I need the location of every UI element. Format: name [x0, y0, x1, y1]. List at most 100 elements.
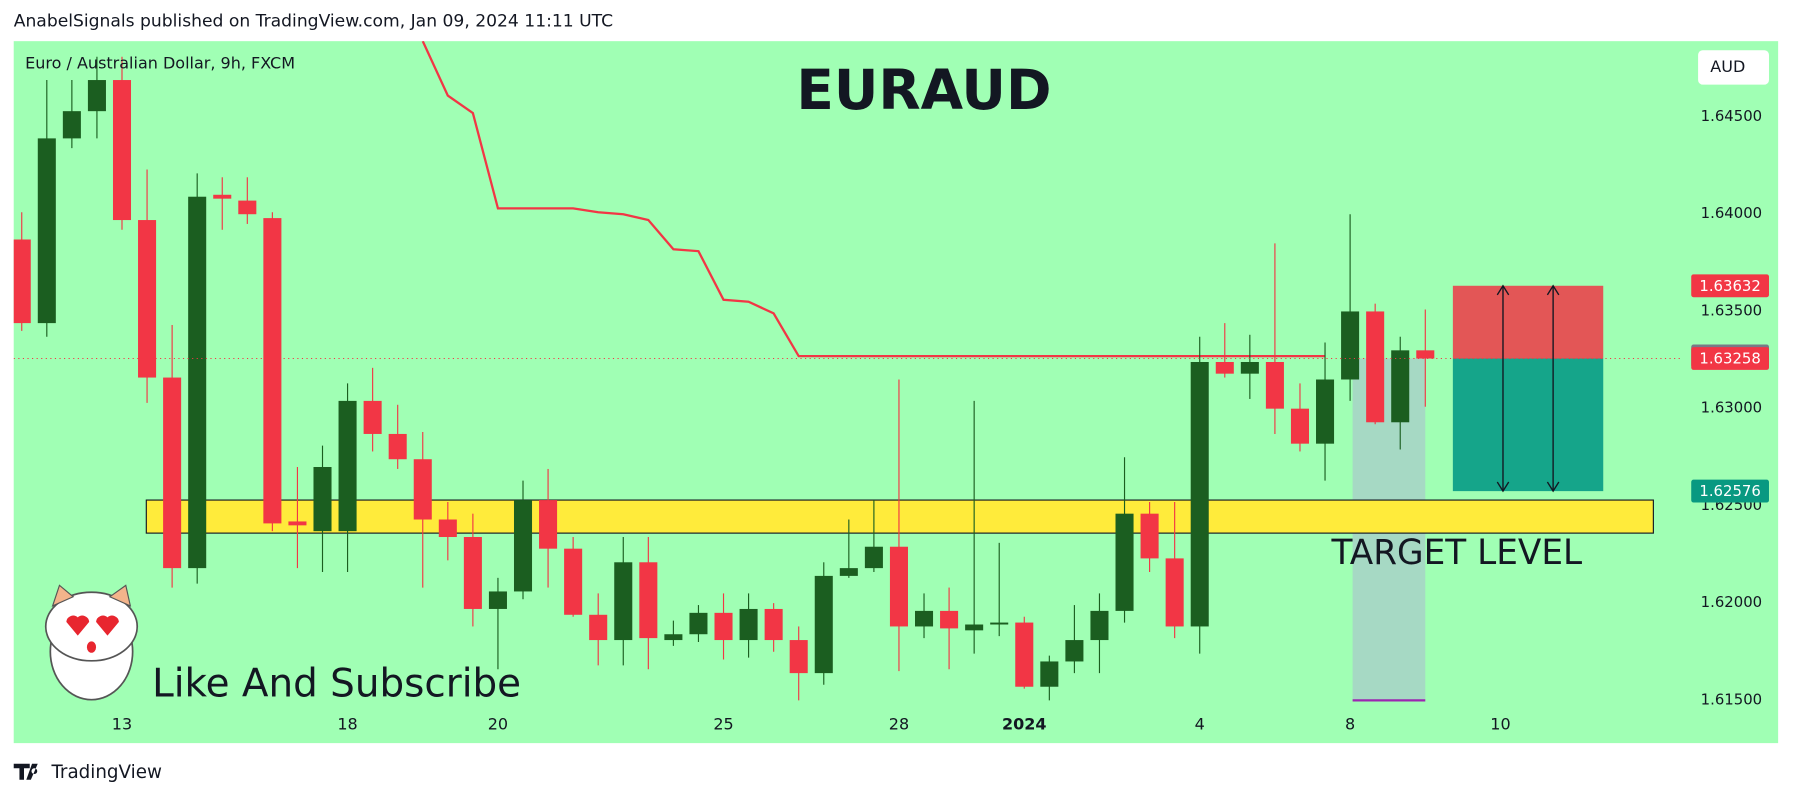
candle-body — [438, 519, 457, 538]
candle-body — [839, 568, 858, 576]
x-tick-label: 25 — [713, 714, 733, 733]
candle-body — [889, 546, 908, 627]
candle-body — [463, 537, 482, 609]
candle-body — [513, 500, 533, 592]
candle-body — [62, 111, 81, 139]
candle-body — [37, 138, 56, 324]
candle-body — [1015, 622, 1034, 687]
y-tick-label: 1.63000 — [1701, 399, 1762, 417]
symbol-label: Euro / Australian Dollar, 9h, FXCM — [25, 54, 295, 73]
candle-body — [313, 467, 332, 532]
candle-body — [564, 548, 583, 615]
candle-body — [388, 433, 407, 460]
candle-body — [1341, 311, 1360, 380]
tv-logo-mark — [13, 763, 38, 780]
x-tick-label: 8 — [1345, 714, 1355, 733]
candle-body — [764, 608, 783, 641]
price-label: 1.63632 — [1699, 277, 1760, 295]
candle-body — [1165, 558, 1184, 627]
plot-layer: TARGET LEVEL — [13, 41, 1681, 702]
candle-body — [238, 200, 257, 215]
price-label: 1.62576 — [1699, 482, 1760, 500]
target-zone — [145, 499, 1654, 534]
price-label-box — [1691, 479, 1769, 503]
candle-body — [1366, 311, 1385, 423]
candle-body — [488, 591, 507, 609]
tv-logo — [13, 763, 38, 780]
candle-body — [589, 614, 608, 641]
cat-sticker — [44, 584, 139, 701]
candle-body — [1215, 362, 1234, 374]
candle-body — [213, 194, 232, 199]
cat-heart-eyes — [66, 615, 119, 636]
candle-body — [789, 640, 808, 674]
candle-body — [1416, 350, 1435, 359]
candle-body — [864, 546, 883, 569]
candle-body — [263, 218, 282, 524]
indicator-line — [421, 41, 1326, 358]
position-target — [1452, 358, 1604, 492]
candle-body — [714, 612, 733, 641]
arrow-head — [1496, 284, 1510, 493]
candle-body — [915, 610, 934, 627]
candle-body — [539, 500, 558, 549]
x-tick-label: 2024 — [1002, 714, 1047, 733]
annotation: Like And Subscribe — [152, 661, 521, 706]
arrow-head — [1546, 284, 1560, 493]
cat-ears — [51, 584, 132, 607]
candle-body — [188, 196, 207, 569]
candle-body — [664, 634, 683, 641]
candle-body — [1090, 610, 1109, 641]
currency-box[interactable] — [1698, 50, 1769, 85]
x-tick-label: 28 — [889, 714, 909, 733]
y-tick-label: 1.64000 — [1701, 204, 1762, 222]
y-tick-label: 1.62000 — [1701, 593, 1762, 611]
candle-body — [413, 459, 432, 520]
x-tick-label: 13 — [112, 714, 132, 733]
candle-body — [138, 220, 157, 378]
cat-head — [44, 591, 139, 662]
footer-brand: TradingView — [50, 762, 162, 783]
candle-body — [1391, 350, 1410, 423]
x-tick-label: 4 — [1195, 714, 1205, 733]
candle-body — [1065, 640, 1084, 662]
candle-body — [1115, 513, 1134, 611]
candle-body — [689, 612, 708, 635]
candle-body — [87, 80, 106, 112]
candle-body — [965, 624, 984, 631]
cat-mouth — [86, 641, 97, 653]
currency-label[interactable]: AUD — [1710, 57, 1745, 76]
price-label: 1.63258 — [1699, 350, 1760, 368]
y-tick-label: 1.61500 — [1701, 690, 1762, 708]
candle-body — [1190, 362, 1209, 627]
price-label-box — [1691, 347, 1769, 370]
publish-header: AnabelSignals published on TradingView.c… — [14, 12, 613, 32]
candle-body — [614, 562, 633, 641]
y-tick-label: 1.63500 — [1701, 301, 1762, 319]
x-tick-label: 20 — [488, 714, 508, 733]
position-stop — [1452, 285, 1604, 359]
price-label-box — [1691, 274, 1769, 298]
candle-body — [112, 80, 132, 221]
candle-body — [940, 610, 959, 629]
candle-body — [1290, 408, 1309, 444]
target-zone-label: TARGET LEVEL — [1330, 533, 1582, 573]
x-tick-label: 10 — [1490, 714, 1510, 733]
candle-body — [338, 400, 357, 532]
chart-title: EURAUD — [796, 58, 1051, 122]
candle-body — [814, 575, 833, 674]
x-tick-label: 18 — [337, 714, 357, 733]
candle-body — [1040, 661, 1059, 687]
candle-body — [363, 400, 382, 434]
candle-body — [163, 377, 182, 569]
candle-body — [639, 562, 658, 639]
candle-body — [739, 608, 758, 641]
candle-body — [1265, 362, 1284, 409]
candle-body — [990, 622, 1009, 625]
candle-body — [1140, 513, 1159, 559]
candle-body — [288, 521, 307, 526]
candle-body — [13, 239, 31, 324]
candle-body — [1240, 362, 1259, 374]
y-tick-label: 1.64500 — [1701, 107, 1762, 125]
